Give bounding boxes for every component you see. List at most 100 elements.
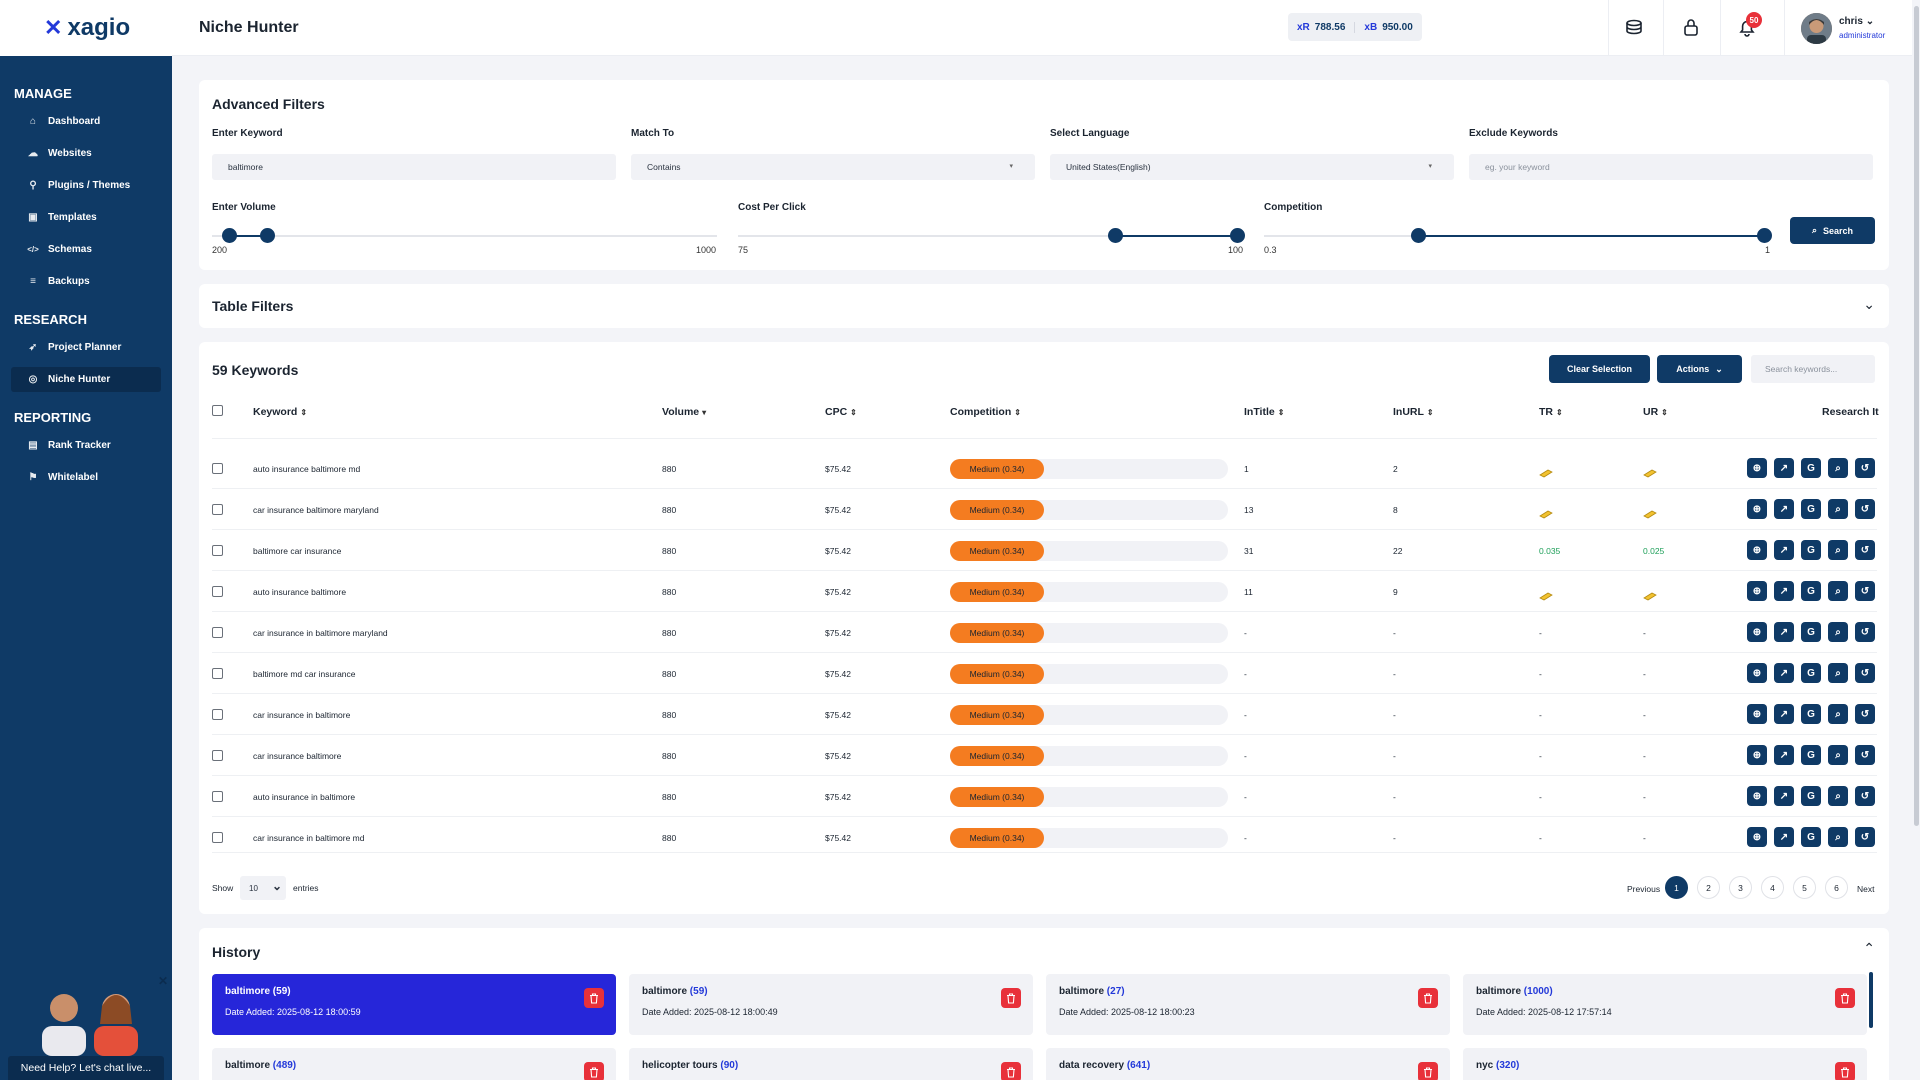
gold-coin-icon[interactable] <box>1643 465 1657 478</box>
row-checkbox[interactable] <box>212 627 223 638</box>
volume-min-handle[interactable] <box>222 228 237 243</box>
pagination-next[interactable]: Next <box>1857 884 1875 894</box>
competition-max-handle[interactable] <box>1757 228 1772 243</box>
match-select[interactable]: Contains ▾ <box>631 154 1035 180</box>
trash-icon[interactable] <box>1418 1062 1438 1080</box>
history-icon[interactable]: ↺ <box>1855 704 1875 724</box>
history-icon[interactable]: ↺ <box>1855 458 1875 478</box>
page-scrollbar-thumb[interactable] <box>1914 6 1919 826</box>
gold-coin-icon[interactable] <box>1643 506 1657 519</box>
row-checkbox[interactable] <box>212 504 223 515</box>
trash-icon[interactable] <box>1001 988 1021 1008</box>
history-icon[interactable]: ↺ <box>1855 786 1875 806</box>
search-icon[interactable]: ⌕ <box>1828 704 1848 724</box>
history-icon[interactable]: ↺ <box>1855 622 1875 642</box>
sidebar-item-dashboard[interactable]: ⌂ Dashboard <box>11 109 161 134</box>
trash-icon[interactable] <box>1001 1062 1021 1080</box>
trending-up-icon[interactable]: ↗ <box>1774 745 1794 765</box>
row-checkbox[interactable] <box>212 791 223 802</box>
trash-icon[interactable] <box>1418 988 1438 1008</box>
history-item[interactable]: baltimore (59) Date Added: 2025-08-12 18:… <box>629 974 1033 1035</box>
page-button-4[interactable]: 4 <box>1761 876 1784 899</box>
sidebar-item-niche-hunter[interactable]: ◎ Niche Hunter <box>11 367 161 392</box>
history-item[interactable]: helicopter tours (90) <box>629 1048 1033 1080</box>
sidebar-item-rank-tracker[interactable]: ▤ Rank Tracker <box>11 433 161 458</box>
search-button[interactable]: ⌕ Search <box>1790 217 1875 244</box>
language-select[interactable]: United States(English) ▾ <box>1050 154 1454 180</box>
table-filters-card[interactable]: Table Filters ⌄ <box>199 284 1889 328</box>
col-ur[interactable]: UR ⇕ <box>1643 406 1668 418</box>
sidebar-item-whitelabel[interactable]: ⚑ Whitelabel <box>11 465 161 490</box>
clear-selection-button[interactable]: Clear Selection <box>1549 355 1650 383</box>
history-icon[interactable]: ↺ <box>1855 540 1875 560</box>
google-icon[interactable]: G <box>1801 827 1821 847</box>
row-checkbox[interactable] <box>212 586 223 597</box>
globe-icon[interactable]: ⊕ <box>1747 663 1767 683</box>
row-checkbox[interactable] <box>212 709 223 720</box>
cpc-max-handle[interactable] <box>1230 228 1245 243</box>
sidebar-item-websites[interactable]: ☁ Websites <box>11 141 161 166</box>
history-item[interactable]: nyc (320) <box>1463 1048 1867 1080</box>
trash-icon[interactable] <box>584 1062 604 1080</box>
select-all-checkbox[interactable] <box>212 405 223 416</box>
pagination-previous[interactable]: Previous <box>1627 884 1661 894</box>
trending-up-icon[interactable]: ↗ <box>1774 458 1794 478</box>
page-button-5[interactable]: 5 <box>1793 876 1816 899</box>
globe-icon[interactable]: ⊕ <box>1747 786 1767 806</box>
google-icon[interactable]: G <box>1801 581 1821 601</box>
actions-button[interactable]: Actions ⌄ <box>1657 355 1742 383</box>
globe-icon[interactable]: ⊕ <box>1747 458 1767 478</box>
search-icon[interactable]: ⌕ <box>1828 622 1848 642</box>
trending-up-icon[interactable]: ↗ <box>1774 581 1794 601</box>
trash-icon[interactable] <box>584 988 604 1008</box>
google-icon[interactable]: G <box>1801 663 1821 683</box>
page-button-2[interactable]: 2 <box>1697 876 1720 899</box>
lock-icon[interactable] <box>1680 16 1702 38</box>
chat-label[interactable]: Need Help? Let's chat live... <box>8 1056 164 1080</box>
trending-up-icon[interactable]: ↗ <box>1774 540 1794 560</box>
exclude-input[interactable]: eg. your keyword <box>1469 154 1873 180</box>
cpc-slider[interactable] <box>738 228 1245 243</box>
google-icon[interactable]: G <box>1801 622 1821 642</box>
gold-coin-icon[interactable] <box>1539 588 1553 601</box>
globe-icon[interactable]: ⊕ <box>1747 745 1767 765</box>
google-icon[interactable]: G <box>1801 786 1821 806</box>
gold-coin-icon[interactable] <box>1539 506 1553 519</box>
globe-icon[interactable]: ⊕ <box>1747 499 1767 519</box>
col-tr[interactable]: TR ⇕ <box>1539 406 1563 418</box>
globe-icon[interactable]: ⊕ <box>1747 827 1767 847</box>
globe-icon[interactable]: ⊕ <box>1747 540 1767 560</box>
competition-slider[interactable] <box>1264 228 1772 243</box>
competition-min-handle[interactable] <box>1411 228 1426 243</box>
google-icon[interactable]: G <box>1801 499 1821 519</box>
history-item[interactable]: baltimore (489) <box>212 1048 616 1080</box>
chat-close-icon[interactable]: ✕ <box>157 974 168 988</box>
col-cpc[interactable]: CPC ⇕ <box>825 406 857 418</box>
sidebar-item-project-planner[interactable]: ➶ Project Planner <box>11 335 161 360</box>
search-icon[interactable]: ⌕ <box>1828 499 1848 519</box>
trash-icon[interactable] <box>1835 988 1855 1008</box>
cpc-min-handle[interactable] <box>1108 228 1123 243</box>
row-checkbox[interactable] <box>212 668 223 679</box>
google-icon[interactable]: G <box>1801 704 1821 724</box>
search-icon[interactable]: ⌕ <box>1828 663 1848 683</box>
page-button-3[interactable]: 3 <box>1729 876 1752 899</box>
col-volume[interactable]: Volume ▾ <box>662 406 706 418</box>
globe-icon[interactable]: ⊕ <box>1747 581 1767 601</box>
gold-coin-icon[interactable] <box>1643 588 1657 601</box>
history-item[interactable]: baltimore (27) Date Added: 2025-08-12 18:… <box>1046 974 1450 1035</box>
history-icon[interactable]: ↺ <box>1855 499 1875 519</box>
globe-icon[interactable]: ⊕ <box>1747 622 1767 642</box>
trending-up-icon[interactable]: ↗ <box>1774 786 1794 806</box>
history-icon[interactable]: ↺ <box>1855 745 1875 765</box>
trending-up-icon[interactable]: ↗ <box>1774 663 1794 683</box>
chat-widget[interactable]: ✕ Need Help? Let's chat live... <box>8 974 168 1080</box>
search-icon[interactable]: ⌕ <box>1828 827 1848 847</box>
chevron-down-icon[interactable]: ⌄ <box>1863 296 1875 312</box>
page-button-1[interactable]: 1 <box>1665 876 1688 899</box>
history-item[interactable]: baltimore (59) Date Added: 2025-08-12 18:… <box>212 974 616 1035</box>
search-icon[interactable]: ⌕ <box>1828 540 1848 560</box>
search-icon[interactable]: ⌕ <box>1828 581 1848 601</box>
trending-up-icon[interactable]: ↗ <box>1774 499 1794 519</box>
page-scrollbar[interactable] <box>1912 0 1920 1080</box>
